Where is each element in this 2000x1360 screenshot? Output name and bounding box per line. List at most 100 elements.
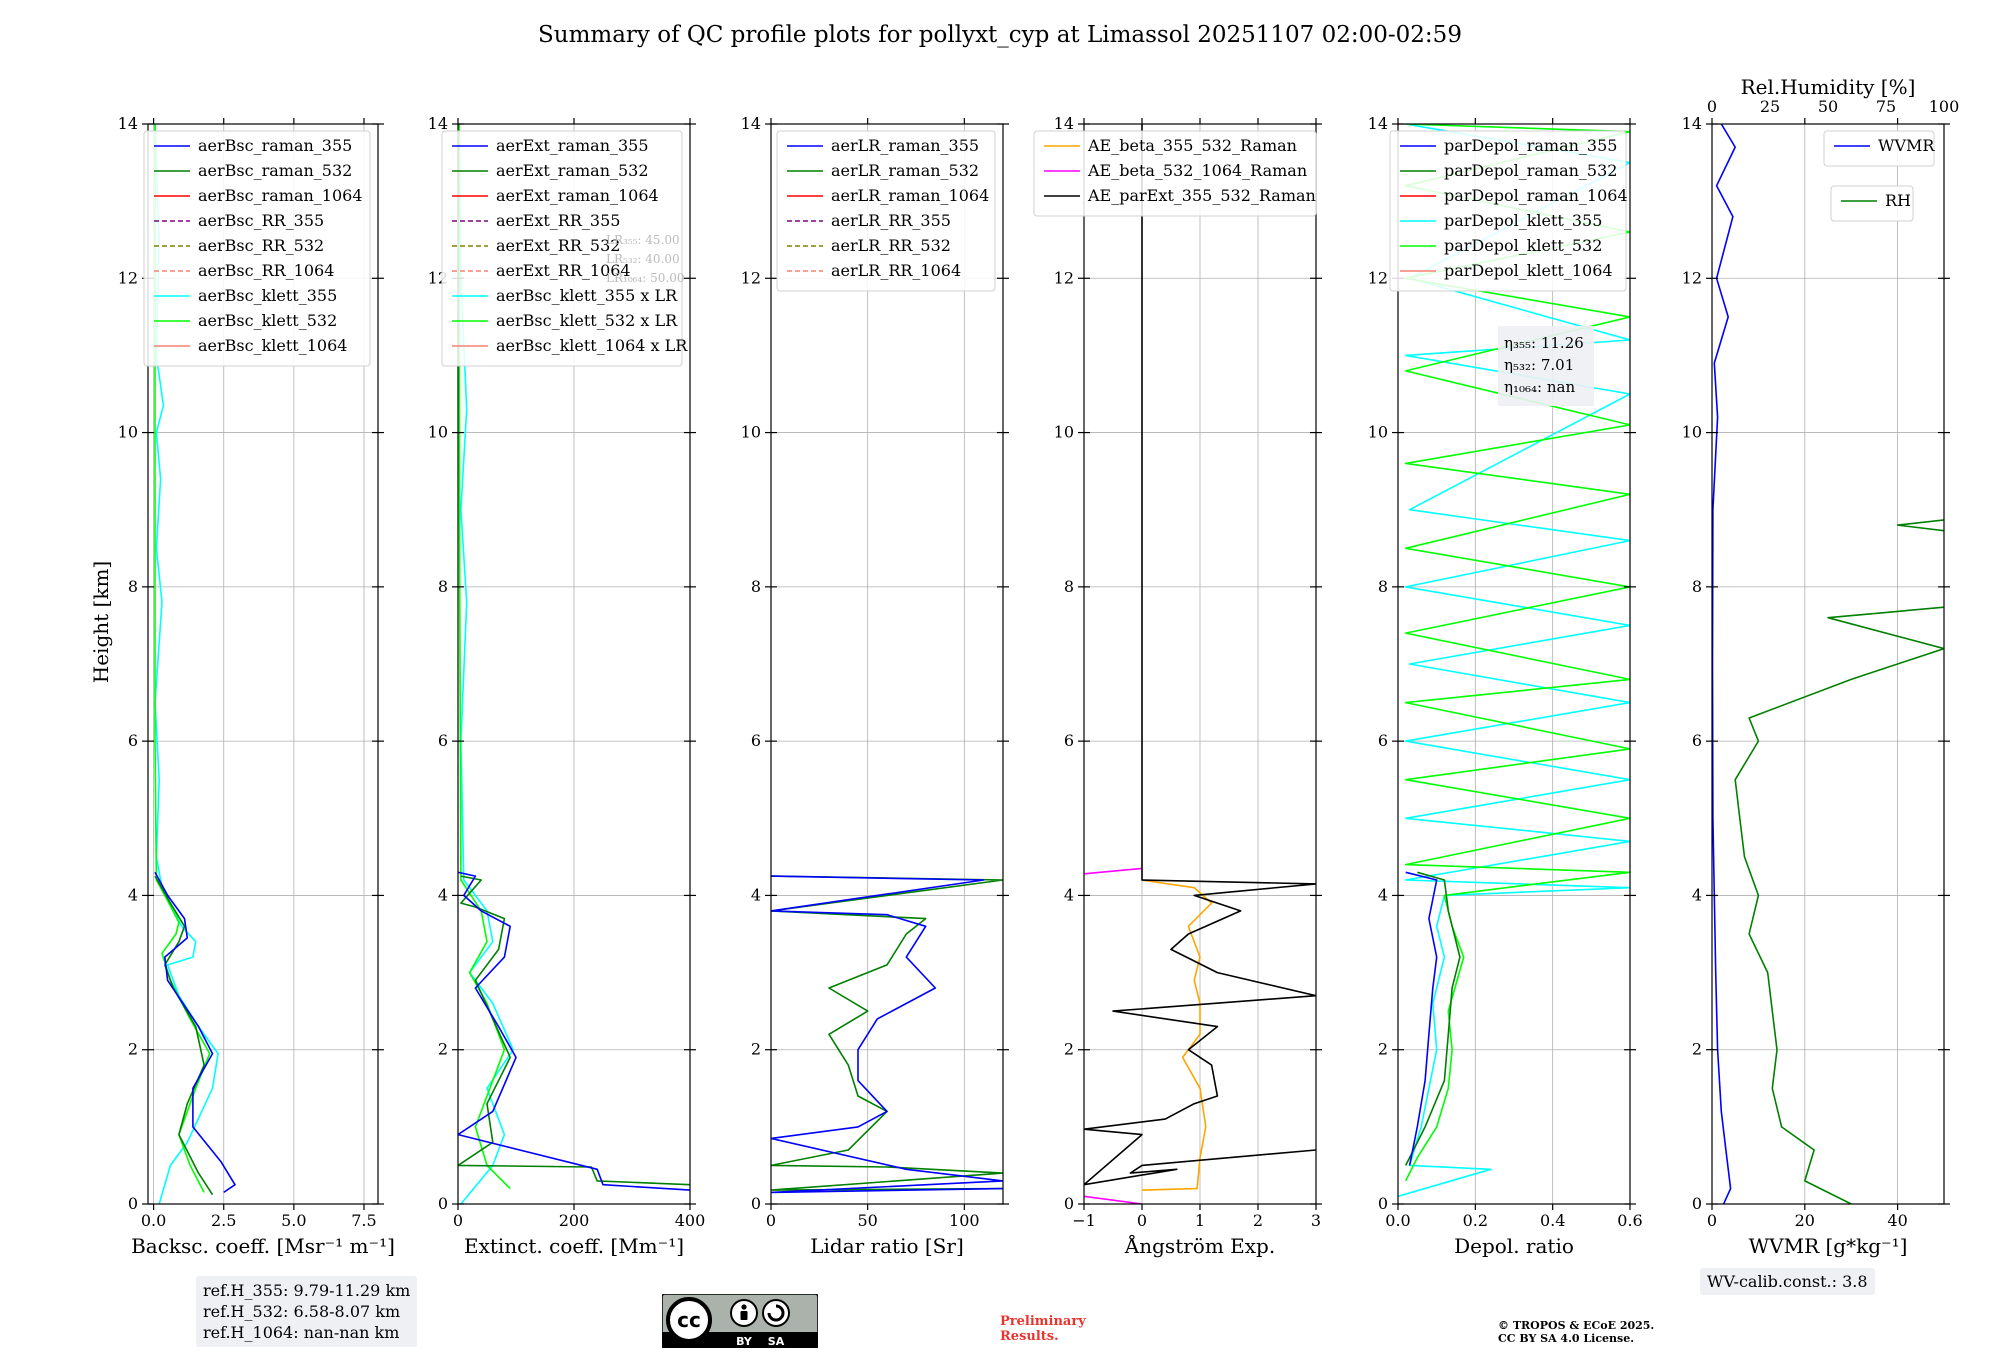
x-tick-label: 100 — [949, 1211, 980, 1230]
ref-height-1064: ref.H_1064: nan-nan km — [203, 1323, 400, 1342]
y-tick-label: 10 — [1682, 423, 1702, 442]
copyright-note: © TROPOS & ECoE 2025. CC BY SA 4.0 Licen… — [1498, 1319, 1654, 1345]
x-axis-label: Lidar ratio [Sr] — [810, 1234, 964, 1258]
legend-label: aerExt_raman_355 — [496, 136, 649, 155]
series-aerbsc-raman-532 — [154, 875, 214, 1196]
x-tick-label: 0 — [1707, 1211, 1717, 1230]
series-aerbsc-klett-532 — [154, 124, 211, 1193]
legend-label: aerLR_RR_355 — [831, 211, 951, 230]
legend: aerLR_raman_355 aerLR_raman_532 aerLR_rama… — [776, 130, 996, 292]
legend-label: aerBsc_RR_355 — [198, 211, 324, 230]
wv-calib-box: WV-calib.const.: 3.8 — [1700, 1268, 1875, 1295]
legend-box — [143, 130, 371, 367]
x-tick-label: 0.4 — [1540, 1211, 1565, 1230]
legend: AE_beta_355_532_Raman AE_beta_532_1064_Ra… — [1033, 130, 1317, 217]
legend-label: parDepol_raman_355 — [1444, 136, 1617, 155]
y-tick-label: 12 — [1368, 268, 1388, 287]
ref-height-355: ref.H_355: 9.79-11.29 km — [203, 1281, 411, 1300]
legend-box — [1033, 130, 1317, 217]
share-alike-icon — [762, 1299, 790, 1327]
preliminary-line-1: Preliminary — [1000, 1314, 1086, 1329]
y-tick-label: 14 — [1682, 114, 1702, 133]
x-tick-label: 3 — [1311, 1211, 1321, 1230]
ref-height-532: ref.H_532: 6.58-8.07 km — [203, 1302, 401, 1321]
axes-frame — [1711, 123, 1945, 1205]
y-tick-label: 10 — [428, 423, 448, 442]
series-group — [771, 875, 1003, 1194]
y-tick-label: 2 — [751, 1040, 761, 1059]
preliminary-note: Preliminary Results. — [1000, 1314, 1086, 1344]
lr-note: LR₁₀₆₄: 50.00 — [606, 271, 684, 285]
legend-label: aerExt_RR_355 — [496, 211, 620, 230]
y-tick-label: 8 — [438, 577, 448, 596]
series-group — [458, 124, 690, 1204]
y-tick-label: 6 — [128, 731, 138, 750]
legend-label: RH — [1885, 191, 1911, 210]
y-tick-label: 6 — [1378, 731, 1388, 750]
legend-label: aerBsc_RR_532 — [198, 236, 324, 255]
y-tick-label: 6 — [751, 731, 761, 750]
legend-box — [441, 130, 683, 367]
y-tick-label: 14 — [1054, 114, 1074, 133]
ref-height-box: ref.H_355: 9.79-11.29 km ref.H_532: 6.58… — [196, 1276, 418, 1347]
legend-box — [776, 130, 996, 292]
x-axis-label: Ångström Exp. — [1124, 1233, 1275, 1258]
top-x-tick-label: 25 — [1760, 97, 1780, 116]
eta-note: η₁₀₆₄: nan — [1504, 378, 1575, 396]
eta-note-box: η₃₅₅: 11.26 η₅₃₂: 7.01 η₁₀₆₄: nan — [1498, 326, 1594, 406]
y-tick-label: 12 — [118, 268, 138, 287]
y-tick-label: 0 — [1064, 1194, 1074, 1213]
y-tick-label: 6 — [438, 731, 448, 750]
panel-bsc: 0 2 4 6 8 10 12 14 0.0 2.5 5.0 7.5 Backsc. coeff. [M… — [118, 114, 395, 1258]
legend: WVMR — [1823, 130, 1935, 167]
x-tick-label: 0.0 — [1385, 1211, 1410, 1230]
y-tick-label: 12 — [1682, 268, 1702, 287]
x-tick-label: 40 — [1887, 1211, 1907, 1230]
legend-label: AE_beta_355_532_Raman — [1087, 136, 1297, 155]
y-tick-label: 4 — [1378, 885, 1388, 904]
legend-label: aerExt_RR_532 — [496, 236, 620, 255]
series-rh — [1734, 519, 1944, 1204]
cc-license-badge: cc BY SA — [662, 1294, 818, 1348]
axes-frame — [1397, 123, 1631, 1205]
y-tick-label: 4 — [751, 885, 761, 904]
y-tick-label: 2 — [1692, 1040, 1702, 1059]
y-tick-label: 0 — [751, 1194, 761, 1213]
x-tick-label: 7.5 — [351, 1211, 376, 1230]
legend-label: aerLR_raman_355 — [831, 136, 979, 155]
legend-label: aerLR_raman_1064 — [831, 186, 989, 205]
legend-label: AE_parExt_355_532_Raman — [1087, 186, 1316, 205]
x-tick-label: 2 — [1253, 1211, 1263, 1230]
series-aerbsc-raman-355 — [154, 871, 236, 1194]
y-tick-label: 14 — [1368, 114, 1388, 133]
eta-note: η₃₅₅: 11.26 — [1504, 334, 1584, 352]
series-pardepol-raman-532 — [1404, 871, 1461, 1166]
x-tick-label: 400 — [675, 1211, 706, 1230]
x-axis-label: WVMR [g*kg⁻¹] — [1749, 1234, 1908, 1258]
x-tick-label: 0 — [1137, 1211, 1147, 1230]
sa-label: SA — [768, 1335, 785, 1348]
x-axis-label: Depol. ratio — [1454, 1234, 1574, 1258]
series-aerlr-raman-532 — [771, 875, 1003, 1191]
series-group — [1084, 124, 1316, 1204]
legend-label: aerBsc_raman_532 — [198, 161, 352, 180]
x-tick-label: 200 — [559, 1211, 590, 1230]
legend-label: aerExt_RR_1064 — [496, 261, 631, 280]
y-tick-label: 8 — [1378, 577, 1388, 596]
legend-box — [1830, 185, 1914, 222]
copyright-line-2: CC BY SA 4.0 License. — [1498, 1332, 1635, 1345]
legend-label: aerBsc_klett_1064 — [198, 336, 347, 355]
legend-label: aerLR_RR_1064 — [831, 261, 961, 280]
y-tick-label: 12 — [741, 268, 761, 287]
legend-label: aerExt_raman_532 — [496, 161, 649, 180]
top-x-tick-label: 0 — [1707, 97, 1717, 116]
y-tick-label: 0 — [1692, 1194, 1702, 1213]
legend-label: aerBsc_RR_1064 — [198, 261, 334, 280]
preliminary-line-2: Results. — [1000, 1329, 1059, 1344]
legend: RH — [1830, 185, 1914, 222]
y-tick-label: 10 — [741, 423, 761, 442]
legend-label: parDepol_raman_532 — [1444, 161, 1617, 180]
y-tick-label: 8 — [1692, 577, 1702, 596]
series-wvmr — [1712, 124, 1736, 1204]
